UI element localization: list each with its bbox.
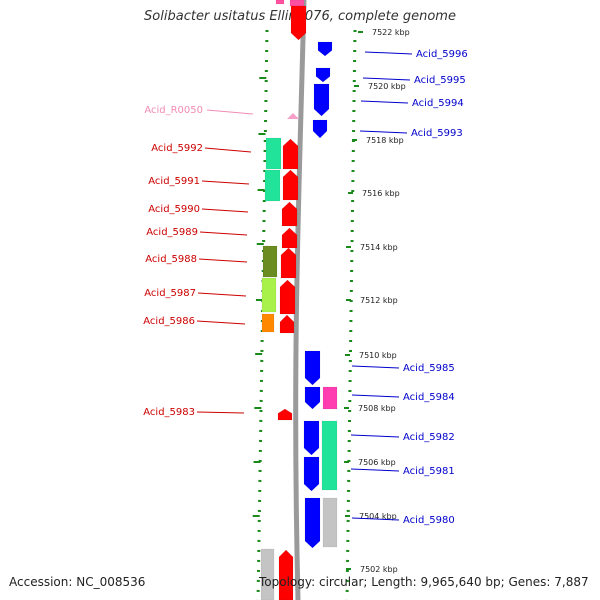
label-connector [359,130,408,134]
label-connector [201,208,249,213]
gene-arrow-minus [290,5,307,41]
gene-arrow-minus [281,201,298,227]
gene-arrow-plus [303,456,320,492]
gene-arrow-minus [280,247,297,279]
gene-label-acid-5989: Acid_5989 [146,227,198,238]
gene-label-acid-5982: Acid_5982 [403,432,455,443]
label-connector [351,517,400,521]
label-connector [350,468,400,472]
accession-text: Accession: NC_008536 [9,575,146,589]
label-connector [351,365,400,369]
gene-label-acid-5980: Acid_5980 [403,515,455,526]
gene-label-acid-5992: Acid_5992 [151,143,203,154]
label-connector [206,109,254,115]
gene-label-acid-5996: Acid_5996 [416,49,468,60]
gene-feature [275,0,285,5]
tick-label: 7522 kbp [372,28,410,37]
gene-label-acid-5984: Acid_5984 [403,392,455,403]
label-connector [204,147,252,153]
label-connector [364,51,413,55]
tick-label: 7510 kbp [359,351,397,360]
gene-arrow-plus [304,497,321,549]
gene-label-acid-5988: Acid_5988 [145,254,197,265]
cog-box [265,137,282,170]
tick-label: 7508 kbp [358,404,396,413]
inner-dotted-ring [345,29,357,600]
tick-label: 7516 kbp [362,189,400,198]
cog-box [321,420,338,491]
cog-box [262,245,278,278]
gene-arrow-plus [303,420,320,456]
label-connector [360,100,409,104]
gene-arrow-plus [317,41,333,57]
gene-arrow-plus [313,83,330,117]
gene-label-acid-5990: Acid_5990 [148,204,200,215]
gene-arrow-minus [278,549,294,600]
label-connector [198,258,248,263]
label-connector [196,320,246,325]
gene-arrow-minus [279,279,296,315]
gene-label-acid-r0050: Acid_R0050 [144,105,203,116]
gene-arrow-plus [312,119,328,139]
tick-label: 7514 kbp [360,243,398,252]
tick-label: 7504 kbp [359,512,397,521]
gene-label-acid-5986: Acid_5986 [143,316,195,327]
gene-label-acid-5994: Acid_5994 [412,98,464,109]
gene-arrow-minus [281,227,298,249]
topology-text: Topology: circular; Length: 9,965,640 bp… [259,575,589,589]
cog-box [261,313,275,333]
tick-label: 7506 kbp [358,458,396,467]
gene-label-acid-5991: Acid_5991 [148,176,200,187]
gene-arrow-plus [315,67,331,83]
cog-box [322,386,338,410]
tick-label: 7518 kbp [366,136,404,145]
gene-label-acid-5993: Acid_5993 [411,128,463,139]
tick-label: 7502 kbp [360,565,398,574]
gene-arrow-minus [277,408,293,421]
tick-label: 7512 kbp [360,296,398,305]
gene-arrow-minus [279,314,295,334]
genome-backbone [293,0,307,600]
gene-label-acid-5995: Acid_5995 [414,75,466,86]
gene-label-acid-5981: Acid_5981 [403,466,455,477]
label-connector [199,231,248,236]
gene-label-acid-5985: Acid_5985 [403,363,455,374]
rna-marker [287,113,299,119]
label-connector [201,180,250,185]
gene-arrow-plus [304,386,321,410]
cog-box [260,548,275,600]
cog-box [261,277,277,313]
gene-label-acid-5983: Acid_5983 [143,407,195,418]
label-connector [197,292,247,297]
gene-feature [289,0,305,7]
tick-label: 7520 kbp [368,82,406,91]
label-connector [351,394,400,398]
gene-arrow-plus [304,350,321,386]
label-connector [196,411,245,414]
label-connector [350,434,400,438]
gene-label-acid-5987: Acid_5987 [144,288,196,299]
label-connector [362,77,411,81]
cog-box [322,497,338,548]
gene-arrow-minus [282,169,299,201]
cog-box [264,169,281,202]
gene-arrow-minus [282,138,299,170]
